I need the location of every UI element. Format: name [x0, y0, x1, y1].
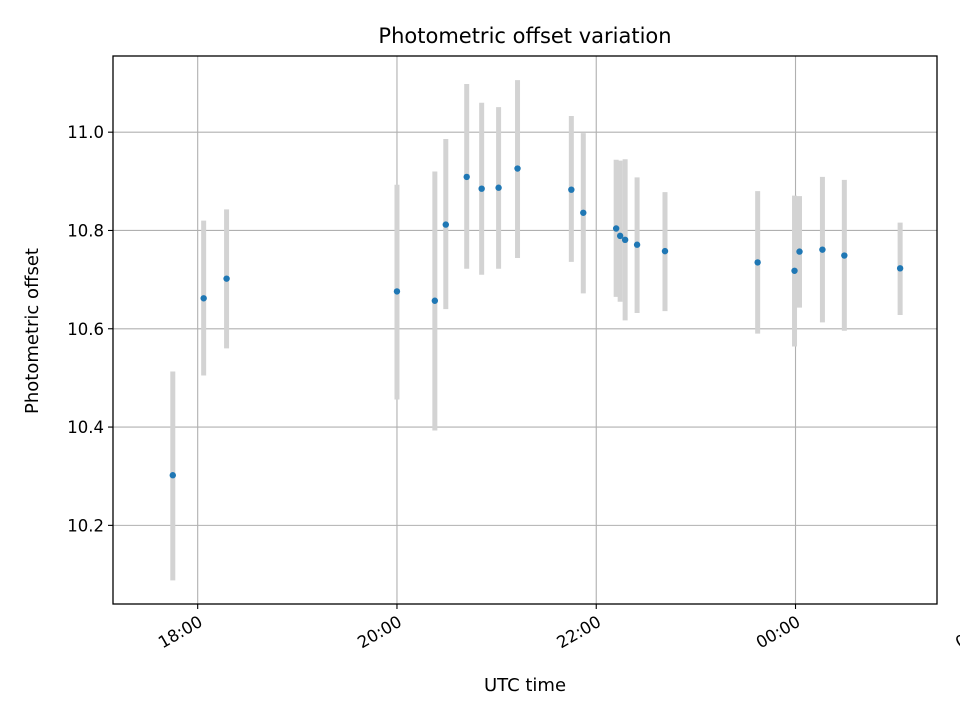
data-point — [841, 252, 848, 259]
data-point — [169, 472, 176, 479]
plot-frame — [112, 55, 938, 605]
data-point — [431, 297, 439, 304]
y-tick-label: 10.8 — [67, 221, 104, 240]
data-point — [442, 221, 449, 228]
x-tick-label: 00:00 — [753, 612, 804, 652]
data-point — [754, 259, 761, 266]
data-point — [393, 288, 401, 295]
data-point — [819, 246, 826, 253]
y-axis-label: Photometric offset — [22, 248, 43, 414]
data-point — [514, 165, 521, 172]
data-point — [478, 185, 485, 192]
data-point — [896, 265, 904, 272]
y-axis-ticks: 10.2 10.4 10.6 10.8 11.0 — [67, 123, 113, 535]
data-point — [661, 247, 669, 255]
x-tick-label: 20:00 — [354, 612, 405, 652]
data-point — [495, 184, 502, 191]
y-tick-label: 11.0 — [67, 123, 104, 142]
data-point — [791, 267, 798, 274]
x-axis-label: UTC time — [484, 675, 566, 696]
data-point — [580, 209, 587, 216]
data-point — [200, 295, 207, 302]
data-point — [612, 225, 620, 232]
y-tick-label: 10.2 — [67, 516, 104, 535]
data-point — [621, 236, 629, 244]
chart-title: Photometric offset variation — [378, 24, 671, 48]
y-tick-label: 10.6 — [67, 320, 104, 339]
data-point — [223, 275, 230, 282]
data-point — [463, 173, 470, 181]
x-tick-label: 02:00 — [952, 612, 960, 652]
data-point — [616, 232, 624, 240]
data-point — [633, 241, 641, 248]
data-point — [796, 248, 803, 255]
x-tick-label: 18:00 — [155, 612, 206, 652]
x-tick-label: 22:00 — [554, 612, 605, 652]
grid-lines — [113, 56, 937, 604]
error-bars — [170, 80, 903, 581]
y-tick-label: 10.4 — [67, 418, 104, 437]
data-points — [169, 165, 904, 479]
data-point — [568, 186, 575, 193]
